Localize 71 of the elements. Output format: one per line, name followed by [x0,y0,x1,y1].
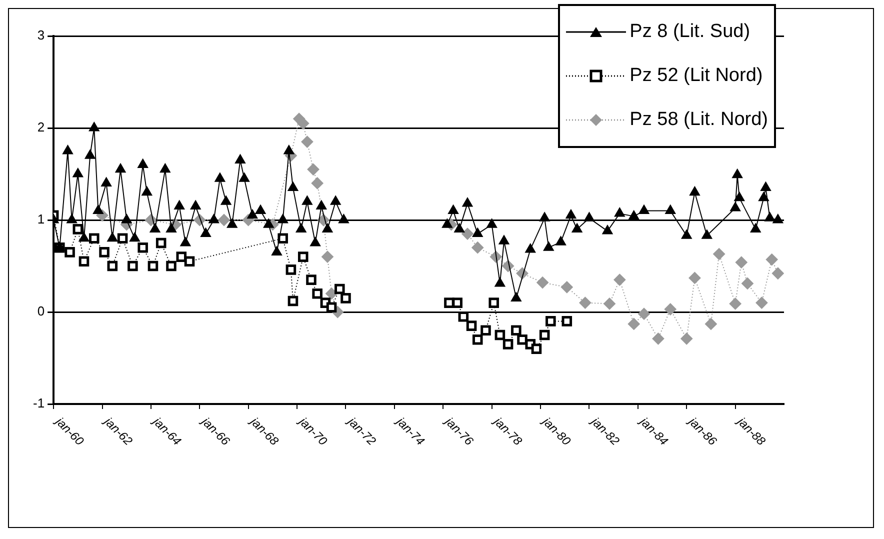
point [741,277,754,290]
point [488,298,499,308]
point [461,228,474,240]
point [664,303,676,316]
point [326,288,338,300]
point [472,334,483,345]
point [480,325,491,336]
point [166,260,176,272]
point [138,242,148,253]
point [340,293,351,304]
point [466,320,477,331]
point [652,332,664,345]
point [536,276,549,289]
point [107,260,118,272]
point [511,325,522,336]
point [288,296,298,306]
point [713,248,726,260]
point [517,334,528,345]
point [766,254,778,266]
point [301,136,314,148]
point [64,247,75,258]
y-tick-label: 2 [37,120,45,135]
point [772,267,784,280]
legend-label: Pz 58 (Lit. Nord) [630,109,768,131]
point [614,274,626,286]
point [218,214,230,226]
point [502,339,514,350]
point [156,238,166,248]
point [472,242,484,254]
point [560,281,573,294]
legend-label: Pz 8 (Lit. Sud) [630,21,750,43]
point [278,233,288,244]
point [562,316,572,326]
point [756,296,768,309]
point [312,288,322,299]
y-tick-label: 0 [37,304,45,319]
point [286,264,296,275]
legend-label: Pz 52 (Lit Nord) [630,65,763,87]
point [306,274,316,285]
y-tick-label: -1 [32,396,45,411]
y-tick-label: 1 [37,212,45,227]
point [148,260,158,272]
point [735,256,748,268]
point [78,256,90,267]
point [128,260,138,272]
point [321,250,334,263]
point [494,330,506,340]
y-tick-label: 3 [37,28,45,43]
point [326,302,337,313]
point [452,298,462,308]
point [628,318,640,330]
point [688,272,701,284]
point [298,252,308,262]
point [729,298,742,310]
point [334,284,345,294]
point [604,298,616,310]
point [579,296,592,309]
point [307,163,320,176]
point [99,247,110,258]
point [546,316,556,326]
point [89,233,100,244]
point [539,330,550,340]
point [704,318,717,330]
point [72,224,84,234]
point [176,252,187,262]
point [311,177,324,190]
point [531,344,542,354]
point [184,256,195,267]
point [680,332,693,345]
point [117,233,128,244]
point [638,308,650,320]
